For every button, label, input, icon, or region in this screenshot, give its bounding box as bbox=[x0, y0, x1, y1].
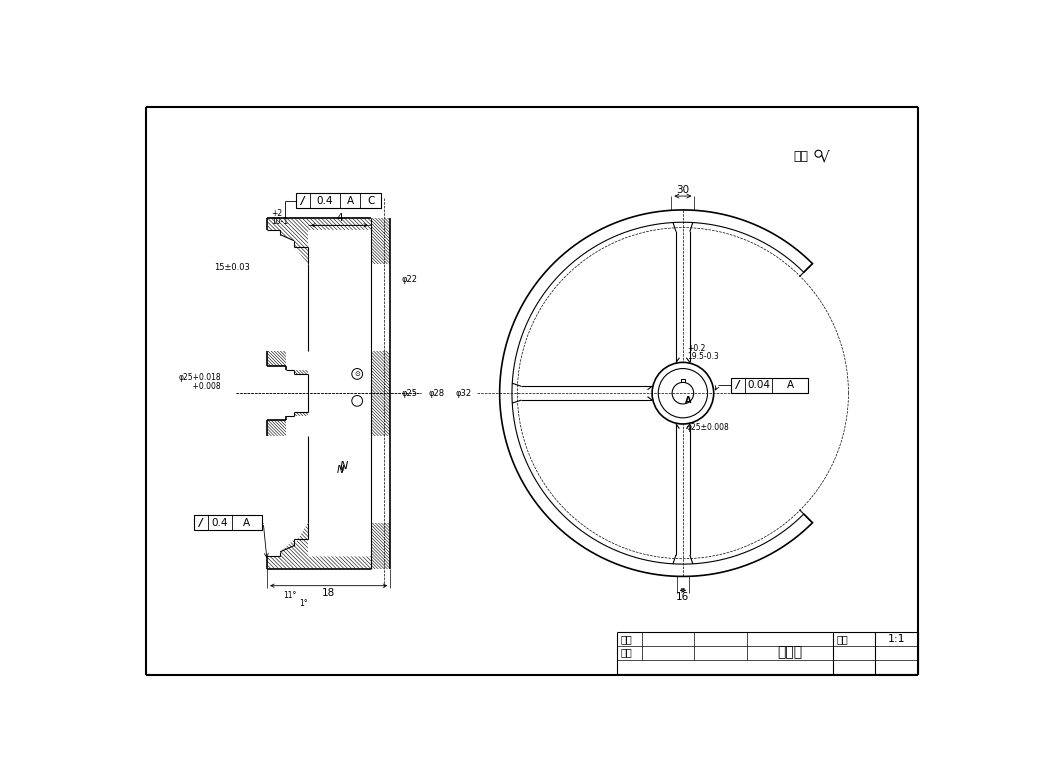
Text: φ32: φ32 bbox=[456, 389, 472, 398]
Text: φ25: φ25 bbox=[402, 389, 418, 398]
Text: 0.4: 0.4 bbox=[212, 518, 228, 528]
Text: N: N bbox=[339, 461, 349, 471]
Text: A: A bbox=[347, 196, 354, 206]
Text: /: / bbox=[301, 196, 305, 206]
Text: A: A bbox=[685, 396, 691, 406]
Text: 4: 4 bbox=[336, 213, 343, 223]
Text: C: C bbox=[367, 196, 375, 206]
Text: φ25+0.018: φ25+0.018 bbox=[179, 373, 221, 382]
Bar bbox=[681, 378, 685, 382]
Text: 0.4: 0.4 bbox=[317, 196, 333, 206]
Text: 制图: 制图 bbox=[621, 634, 632, 644]
Text: 1°: 1° bbox=[299, 599, 307, 608]
Text: 11°: 11° bbox=[283, 591, 297, 600]
Text: A: A bbox=[787, 381, 794, 390]
Text: φ28: φ28 bbox=[429, 389, 445, 398]
Text: +0.008: +0.008 bbox=[184, 382, 221, 391]
Text: 0.04: 0.04 bbox=[747, 381, 770, 390]
Bar bbox=[297, 193, 381, 208]
Text: 30: 30 bbox=[677, 185, 689, 195]
Bar bbox=[194, 515, 262, 530]
Text: 其余: 其余 bbox=[793, 149, 808, 163]
Text: 19.5-0.3: 19.5-0.3 bbox=[687, 351, 718, 361]
Text: 大带轮: 大带轮 bbox=[777, 646, 802, 659]
Text: 1:1: 1:1 bbox=[887, 634, 905, 644]
Text: φ22: φ22 bbox=[402, 275, 418, 284]
Text: +2: +2 bbox=[271, 209, 282, 218]
Text: 审核: 审核 bbox=[621, 648, 632, 658]
Text: N: N bbox=[336, 465, 344, 475]
Text: 15±0.03: 15±0.03 bbox=[215, 263, 250, 272]
Text: ⊙: ⊙ bbox=[354, 371, 360, 377]
Text: φ25±0.008: φ25±0.008 bbox=[687, 423, 730, 433]
Text: 比例: 比例 bbox=[837, 634, 848, 644]
Bar bbox=[732, 378, 809, 393]
Text: +0.2: +0.2 bbox=[687, 344, 705, 353]
Text: 16: 16 bbox=[677, 592, 689, 602]
Text: 18: 18 bbox=[322, 588, 335, 598]
Text: /: / bbox=[199, 518, 202, 528]
Text: /: / bbox=[736, 381, 740, 390]
Text: 10-1: 10-1 bbox=[271, 217, 289, 226]
Text: A: A bbox=[243, 518, 250, 528]
Text: √: √ bbox=[820, 149, 829, 164]
